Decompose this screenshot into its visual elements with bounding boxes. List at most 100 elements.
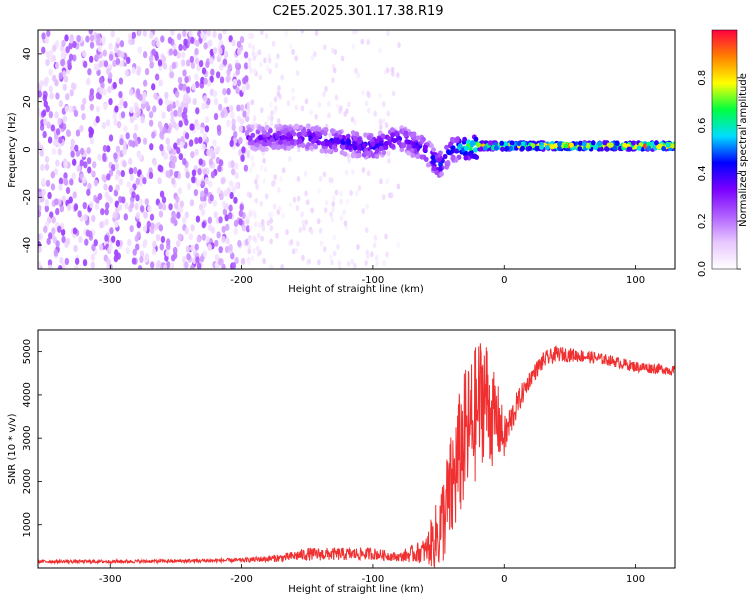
spectrogram-cell	[189, 123, 194, 131]
spectrogram-cell	[129, 224, 134, 233]
spectrogram-cell	[191, 83, 196, 91]
spectrogram-cell	[240, 154, 245, 163]
spectrogram-cell	[254, 197, 259, 204]
spectrogram-cell	[330, 259, 334, 266]
spectrogram-cell	[352, 30, 356, 35]
spectrogram-cell	[406, 144, 412, 150]
spectrogram-cell	[129, 116, 135, 124]
spectrogram-cell	[171, 61, 177, 70]
spectrogram-cell	[200, 208, 206, 216]
spectrogram-cell	[132, 132, 138, 140]
spectrogram-cell	[238, 209, 244, 218]
spectrogram-cell	[239, 203, 244, 212]
spectrogram-cell	[208, 39, 213, 47]
spectrogram-cell	[340, 139, 346, 146]
spectrogram-cell	[252, 54, 257, 61]
spectrogram-cell	[51, 216, 56, 224]
spectrogram-cell	[41, 109, 47, 117]
spectrogram-cell	[43, 225, 48, 234]
spectrogram-cell	[259, 61, 263, 68]
spectrogram-cell	[330, 177, 334, 184]
spectrogram-cell	[190, 151, 195, 159]
spectrogram-cell	[194, 148, 199, 156]
spectrogram-cell	[51, 54, 57, 63]
spectrogram-cell	[151, 131, 156, 139]
spectrogram-cell	[217, 164, 222, 173]
spectrogram-cell	[216, 186, 222, 195]
spectrogram-cell	[266, 220, 271, 227]
spectrogram-cell	[569, 142, 574, 148]
spectrogram-cell	[248, 211, 253, 218]
spectrogram-cell	[155, 233, 161, 242]
spectrogram-cell	[147, 204, 152, 213]
spectrogram-cell	[296, 176, 301, 183]
spectrogram-cell	[123, 125, 128, 133]
spectrogram-cell	[249, 67, 253, 74]
spectrogram-cell	[472, 147, 478, 153]
spectrogram-cell	[253, 221, 258, 228]
spectrogram-cell	[87, 68, 92, 76]
spectrogram-cell	[102, 144, 108, 153]
spectrogram-cell	[78, 235, 83, 244]
spectrogram-cell	[328, 132, 332, 139]
spectrogram-cell	[450, 155, 456, 161]
spectrogram-cell	[340, 55, 345, 62]
spectrogram-cell	[261, 141, 267, 147]
spectrogram-cell	[149, 213, 155, 221]
spectrogram-cell	[296, 195, 301, 202]
spectrogram-cell	[267, 57, 272, 64]
spectrogram-cell	[255, 174, 260, 181]
spectrogram-cell	[79, 159, 84, 167]
spectrogram-cell	[104, 218, 109, 226]
spectrogram-cell	[229, 139, 234, 148]
spectrogram-cell	[360, 38, 365, 45]
spectrogram-cell	[200, 180, 206, 188]
spectrogram-cell	[373, 110, 377, 117]
spectrogram-cell	[137, 46, 142, 54]
spectrogram-cell	[139, 250, 145, 258]
spectrogram-cell	[229, 180, 234, 188]
spectrogram-cell	[273, 174, 277, 181]
spectrogram-cell	[142, 51, 148, 59]
spectrogram-cell	[184, 132, 190, 140]
spectrogram-cell	[213, 211, 219, 219]
spectrogram-cell	[216, 231, 221, 239]
spectrogram-cell	[176, 51, 181, 59]
spectrogram-cell	[63, 161, 68, 169]
spectrogram-cell	[389, 192, 394, 199]
spectrogram-cell	[89, 41, 95, 49]
spectrogram-cell	[247, 136, 253, 142]
spectrogram-cell	[382, 101, 386, 108]
spectrogram-cell	[391, 90, 396, 97]
spectrogram-cell	[112, 59, 117, 67]
spectrogram-cell	[233, 196, 238, 204]
spectrogram-cell	[70, 150, 75, 158]
spectrogram-cell	[90, 253, 96, 261]
snr-y-tick-label: 1000	[22, 512, 33, 537]
spectrogram-cell	[323, 207, 328, 214]
spectrogram-cell	[170, 30, 175, 36]
spectrogram-cell	[195, 107, 200, 115]
spectrogram-cell	[352, 135, 358, 142]
spectrogram-cell	[614, 140, 620, 146]
spectrogram-cell	[55, 159, 60, 167]
spectrogram-cell	[260, 219, 265, 226]
spectrogram-cell	[378, 118, 383, 125]
spectrogram-cell	[55, 240, 60, 248]
spectrogram-cell	[38, 245, 42, 253]
spectrogram-cells	[38, 30, 675, 269]
spectrogram-cell	[226, 68, 231, 76]
spectrogram-cell	[102, 49, 107, 57]
spectrogram-cell	[386, 30, 390, 37]
spectrogram-cell	[236, 79, 242, 87]
spectrogram-cell	[185, 245, 191, 253]
spectrogram-cell	[195, 256, 200, 264]
spectrogram-cell	[636, 145, 642, 151]
spectrogram-cell	[331, 200, 336, 207]
spectrogram-cell	[39, 195, 45, 203]
spectrogram-cell	[200, 190, 205, 198]
spectrogram-cell	[218, 47, 223, 55]
spectrogram-cell	[544, 144, 550, 151]
spectrogram-cell	[259, 164, 264, 171]
spectrogram-cell	[53, 139, 58, 147]
